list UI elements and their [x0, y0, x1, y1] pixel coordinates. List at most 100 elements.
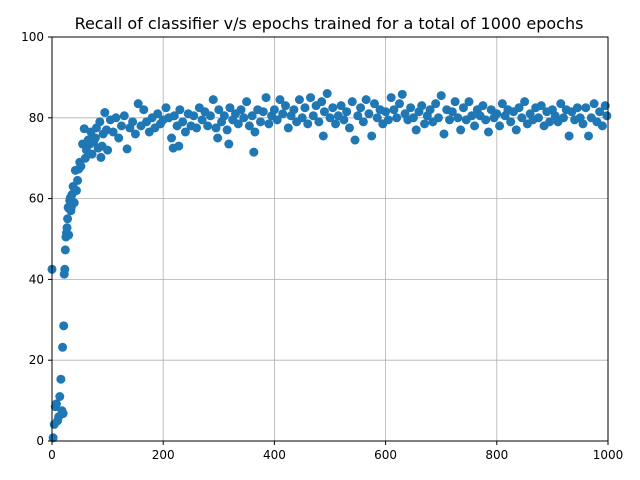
data-point	[60, 264, 70, 274]
data-point	[322, 89, 332, 99]
data-point	[506, 117, 516, 127]
data-point	[470, 121, 480, 131]
data-point	[331, 119, 341, 129]
data-point	[314, 117, 324, 127]
data-point	[328, 103, 338, 113]
data-point	[264, 119, 274, 129]
data-point	[383, 115, 393, 125]
data-point	[595, 107, 605, 117]
data-point	[589, 99, 599, 109]
data-point	[358, 117, 368, 127]
data-point	[111, 113, 121, 123]
data-point	[406, 103, 416, 113]
data-point	[100, 108, 110, 118]
x-tick-label: 0	[48, 448, 56, 462]
data-point	[425, 105, 435, 115]
data-point	[214, 105, 224, 115]
data-point	[456, 125, 466, 135]
data-point	[219, 111, 229, 121]
data-point	[169, 111, 179, 121]
data-point	[96, 152, 106, 162]
data-point	[281, 101, 291, 111]
data-point	[297, 113, 307, 123]
data-point	[520, 97, 530, 107]
data-point	[60, 245, 70, 255]
data-point	[389, 105, 399, 115]
data-point	[71, 186, 81, 196]
data-point	[95, 117, 105, 127]
data-point	[303, 119, 313, 129]
data-point	[497, 99, 507, 109]
data-point	[256, 117, 265, 127]
y-tick-label: 40	[29, 272, 44, 286]
data-point	[367, 131, 377, 141]
data-point	[436, 91, 446, 101]
data-point	[417, 101, 427, 111]
scatter-points	[47, 89, 612, 443]
data-point	[114, 133, 124, 143]
data-point	[130, 129, 140, 139]
data-point	[51, 399, 61, 409]
data-point	[269, 105, 279, 115]
data-point	[344, 123, 354, 133]
data-point	[353, 111, 363, 121]
data-point	[161, 103, 171, 113]
data-point	[55, 392, 65, 402]
data-point	[79, 124, 89, 134]
data-point	[122, 144, 132, 154]
data-point	[386, 93, 396, 103]
data-point	[464, 97, 474, 107]
data-point	[69, 198, 79, 208]
data-point	[242, 97, 252, 107]
data-point	[175, 105, 185, 115]
data-point	[205, 111, 215, 121]
x-tick-label: 1000	[593, 448, 624, 462]
data-point	[208, 95, 218, 105]
data-point	[73, 175, 83, 185]
data-point	[300, 103, 310, 113]
data-point	[294, 95, 304, 105]
data-point	[392, 113, 402, 123]
data-point	[233, 119, 243, 129]
data-point	[395, 99, 404, 109]
data-point	[364, 109, 374, 119]
data-point	[244, 121, 254, 131]
data-point	[514, 103, 524, 113]
data-point	[453, 113, 463, 123]
data-point	[203, 121, 213, 131]
data-point	[578, 119, 588, 129]
data-point	[213, 133, 223, 143]
data-point	[275, 95, 285, 105]
data-point	[447, 107, 457, 117]
data-point	[90, 133, 100, 143]
y-axis-ticks: 0 20 40 60 80 100	[21, 30, 52, 448]
data-point	[283, 123, 293, 133]
data-point	[545, 117, 555, 127]
data-point	[197, 115, 207, 125]
y-tick-label: 100	[21, 30, 44, 44]
data-point	[478, 101, 488, 111]
data-point	[63, 214, 73, 224]
data-point	[467, 111, 477, 121]
data-point	[481, 115, 491, 125]
axes	[51, 36, 609, 442]
data-point	[361, 95, 371, 105]
data-point	[556, 99, 566, 109]
data-point	[192, 123, 202, 133]
data-point	[167, 133, 177, 143]
data-point	[317, 97, 327, 107]
data-point	[174, 141, 184, 151]
data-point	[433, 113, 443, 123]
data-point	[222, 125, 232, 135]
chart-title: Recall of classifier v/s epochs trained …	[75, 14, 584, 33]
x-tick-label: 400	[263, 448, 286, 462]
data-point	[119, 111, 129, 121]
data-point	[325, 113, 335, 123]
y-tick-label: 0	[36, 434, 44, 448]
y-tick-label: 20	[29, 353, 44, 367]
data-point	[62, 223, 72, 233]
data-point	[178, 117, 188, 127]
data-point	[511, 125, 521, 135]
